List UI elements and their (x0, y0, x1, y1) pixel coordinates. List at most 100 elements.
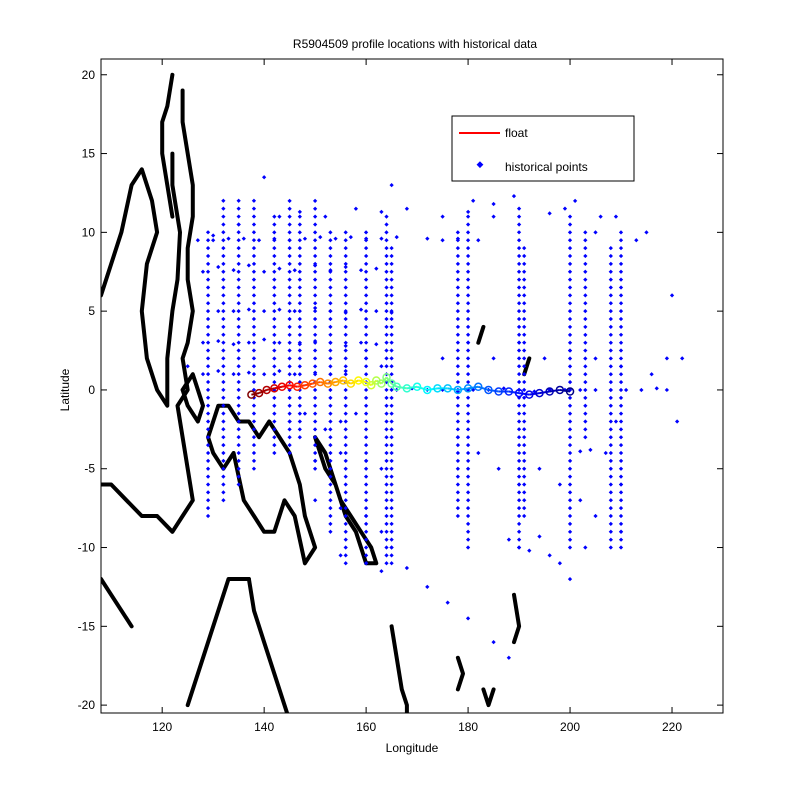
historical-point (287, 364, 292, 369)
historical-point (664, 387, 670, 393)
x-tick-label: 220 (662, 720, 682, 734)
historical-point (516, 372, 522, 377)
historical-point (221, 230, 226, 235)
historical-point (567, 332, 573, 337)
historical-point (465, 529, 471, 534)
historical-point (618, 435, 624, 440)
historical-point (262, 337, 267, 342)
historical-point (567, 340, 573, 345)
historical-point (297, 427, 302, 432)
y-tick-label: -10 (78, 541, 96, 555)
historical-point (221, 261, 226, 266)
historical-point (588, 447, 593, 452)
historical-point (578, 498, 583, 503)
historical-point (516, 245, 522, 251)
historical-point (277, 368, 282, 374)
historical-point (455, 324, 461, 330)
historical-point (389, 301, 394, 306)
historical-point (313, 340, 318, 345)
historical-point (455, 245, 461, 251)
historical-point (384, 364, 389, 369)
historical-point (465, 474, 471, 479)
historical-point (618, 261, 624, 267)
historical-point (287, 293, 292, 298)
historical-point (567, 395, 573, 400)
historical-point (221, 238, 226, 243)
historical-point (363, 324, 369, 330)
historical-point (287, 214, 292, 219)
historical-point (221, 269, 226, 274)
historical-point (343, 356, 348, 361)
historical-point (251, 206, 257, 211)
historical-point (496, 466, 501, 471)
historical-point (522, 301, 527, 306)
historical-point (522, 387, 527, 393)
historical-point (593, 513, 598, 519)
historical-point (251, 269, 257, 274)
historical-point (343, 442, 348, 448)
historical-point (364, 529, 369, 534)
historical-point (572, 198, 578, 203)
historical-point (251, 245, 257, 251)
historical-point (618, 324, 624, 330)
historical-point (236, 435, 241, 440)
historical-point (465, 253, 471, 259)
historical-point (343, 545, 348, 550)
historical-point (618, 253, 624, 259)
historical-point (384, 458, 389, 463)
historical-point (465, 348, 471, 353)
historical-point (236, 450, 241, 456)
historical-point (379, 466, 384, 471)
historical-point (297, 222, 302, 227)
historical-point (343, 368, 348, 374)
historical-point (389, 348, 394, 353)
historical-point (205, 245, 211, 251)
historical-point (465, 214, 471, 219)
historical-point (384, 332, 389, 337)
y-tick-label: 15 (82, 147, 96, 161)
historical-point (455, 261, 461, 266)
historical-point (389, 490, 394, 495)
historical-point (328, 427, 333, 432)
historical-point (384, 238, 389, 243)
historical-point (312, 395, 318, 400)
historical-point (221, 419, 226, 424)
historical-point (353, 206, 359, 211)
historical-point (328, 261, 333, 267)
historical-point (333, 236, 338, 241)
historical-point (297, 403, 302, 408)
historical-point (491, 214, 496, 219)
historical-point (583, 372, 588, 377)
historical-point (312, 269, 318, 274)
historical-point (251, 348, 257, 353)
historical-point (618, 474, 624, 479)
historical-point (312, 316, 318, 322)
historical-point (516, 285, 522, 290)
historical-point (205, 466, 211, 471)
historical-point (613, 214, 619, 219)
historical-point (363, 356, 369, 361)
historical-point (567, 545, 573, 550)
historical-point (455, 253, 461, 259)
historical-point (567, 372, 573, 377)
historical-point (231, 268, 236, 273)
historical-point (522, 450, 527, 456)
historical-point (251, 403, 257, 408)
historical-point (343, 348, 348, 353)
historical-point (364, 340, 369, 345)
historical-point (221, 308, 226, 314)
historical-point (205, 269, 211, 274)
historical-point (618, 348, 624, 353)
historical-point (216, 308, 221, 314)
historical-point (297, 277, 302, 282)
historical-point (516, 348, 522, 353)
historical-point (465, 379, 471, 385)
historical-point (251, 253, 257, 259)
historical-point (251, 261, 257, 266)
historical-point (379, 569, 384, 574)
historical-point (236, 474, 241, 479)
historical-point (343, 529, 348, 534)
historical-point (205, 364, 211, 369)
historical-point (384, 293, 389, 298)
float-track-segment (488, 388, 499, 393)
